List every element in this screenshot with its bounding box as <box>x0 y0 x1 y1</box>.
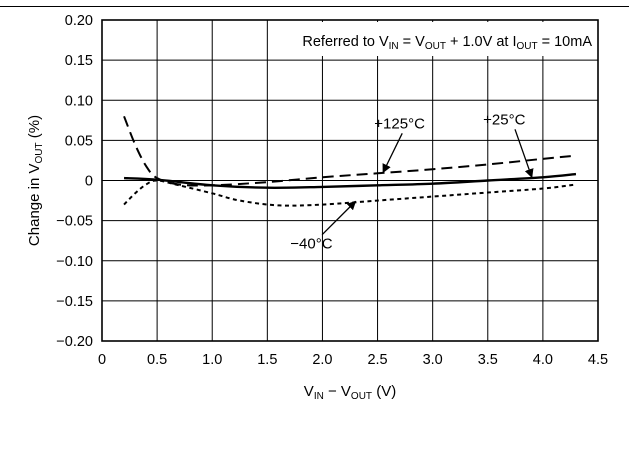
plot-frame <box>101 19 599 342</box>
y-tick-label: −0.20 <box>56 334 93 350</box>
x-tick-label: 2.5 <box>367 352 387 368</box>
y-tick-label: 0.15 <box>65 53 93 69</box>
series-label: +25°C <box>483 111 525 128</box>
series-label-arrow <box>382 133 403 174</box>
series-line-0 <box>123 115 577 187</box>
series-label: −40°C <box>290 236 332 253</box>
x-tick-label: 0.5 <box>147 352 167 368</box>
x-tick-label: 0 <box>98 352 106 368</box>
annotation-box-background <box>297 22 597 56</box>
x-tick-label: 3.0 <box>423 352 443 368</box>
x-tick-label: 1.0 <box>202 352 222 368</box>
y-tick-label: −0.10 <box>56 254 93 270</box>
y-axis-label: Change in VOUT (%) <box>26 115 45 246</box>
y-tick-label: 0.10 <box>65 93 93 109</box>
annotation-box-text: Referred to VIN = VOUT + 1.0V at IOUT = … <box>302 34 592 52</box>
series-labels: +125°C +25°C −40°C <box>290 111 534 253</box>
series-label-arrow <box>321 200 357 236</box>
x-tick-label: 1.5 <box>257 352 277 368</box>
series-label-arrow <box>514 129 534 179</box>
x-tick-label: 4.0 <box>533 352 553 368</box>
y-tick-label: −0.05 <box>56 214 93 230</box>
series-line-1 <box>123 172 577 189</box>
x-tick-labels: 0 0.5 1.0 1.5 2.0 2.5 3.0 3.5 4.0 4.5 <box>98 352 608 368</box>
y-tick-label: −0.15 <box>56 294 93 310</box>
x-tick-label: 4.5 <box>588 352 608 368</box>
x-tick-label: 3.5 <box>478 352 498 368</box>
y-tick-labels: 0.20 0.15 0.10 0.05 0 −0.05 −0.10 −0.15 −0.20 <box>56 13 93 350</box>
x-axis-label: VIN − VOUT (V) <box>304 383 396 402</box>
x-tick-label: 2.0 <box>312 352 332 368</box>
y-tick-label: 0 <box>85 174 93 190</box>
y-tick-label: 0.20 <box>65 13 93 29</box>
y-tick-label: 0.05 <box>65 133 93 149</box>
grid-lines <box>102 20 598 341</box>
series-label: +125°C <box>374 115 425 132</box>
series-lines <box>123 115 577 207</box>
series-line-2 <box>123 179 577 207</box>
